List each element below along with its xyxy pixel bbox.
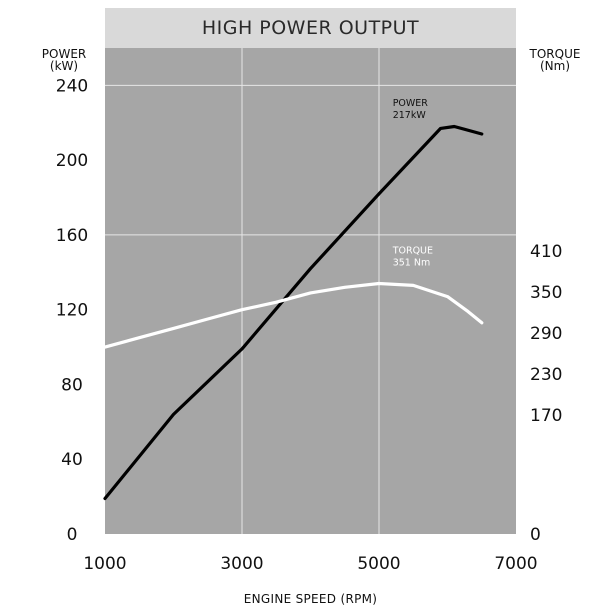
- series-line-torque: [103, 281, 484, 349]
- x-tick-label-5000: 5000: [357, 554, 400, 574]
- left-axis-title-line2: (kW): [49, 59, 79, 73]
- y-right-tick-label-350: 350: [530, 283, 562, 303]
- right-axis-title-line1: TORQUE: [529, 47, 581, 61]
- x-tick-label-3000: 3000: [220, 554, 263, 574]
- y-left-tick-label-0: 0: [67, 525, 78, 545]
- left-axis-title-line1: POWER: [41, 47, 87, 61]
- y-right-tick-label-170: 170: [530, 406, 562, 426]
- series-line-power: [103, 124, 484, 501]
- y-left-tick-label-200: 200: [56, 151, 88, 171]
- y-left-tick-label-120: 120: [56, 301, 88, 321]
- y-left-tick-label-240: 240: [56, 76, 88, 96]
- y-left-tick-label-80: 80: [61, 375, 83, 395]
- annotation-torque-name: TORQUE: [392, 246, 433, 257]
- annotation-torque-value: 351 Nm: [393, 258, 431, 269]
- y-left-tick-label-40: 40: [61, 450, 83, 470]
- annotation-power-value: 217kW: [393, 110, 427, 121]
- x-tick-label-1000: 1000: [83, 554, 126, 574]
- annotation-power-name: POWER: [393, 98, 429, 109]
- x-tick-label-7000: 7000: [494, 554, 537, 574]
- y-right-tick-label-410: 410: [530, 242, 562, 262]
- y-right-tick-label-230: 230: [530, 365, 562, 385]
- y-left-tick-label-160: 160: [56, 226, 88, 246]
- chart-title: HIGH POWER OUTPUT: [105, 8, 516, 48]
- right-axis-title-line2: (Nm): [539, 59, 571, 73]
- y-right-tick-label-0: 0: [530, 525, 541, 545]
- right-axis-title: TORQUE (Nm): [524, 48, 586, 72]
- x-axis-title: ENGINE SPEED (RPM): [243, 592, 378, 606]
- y-right-tick-label-290: 290: [530, 324, 562, 344]
- left-axis-title: POWER (kW): [34, 48, 94, 72]
